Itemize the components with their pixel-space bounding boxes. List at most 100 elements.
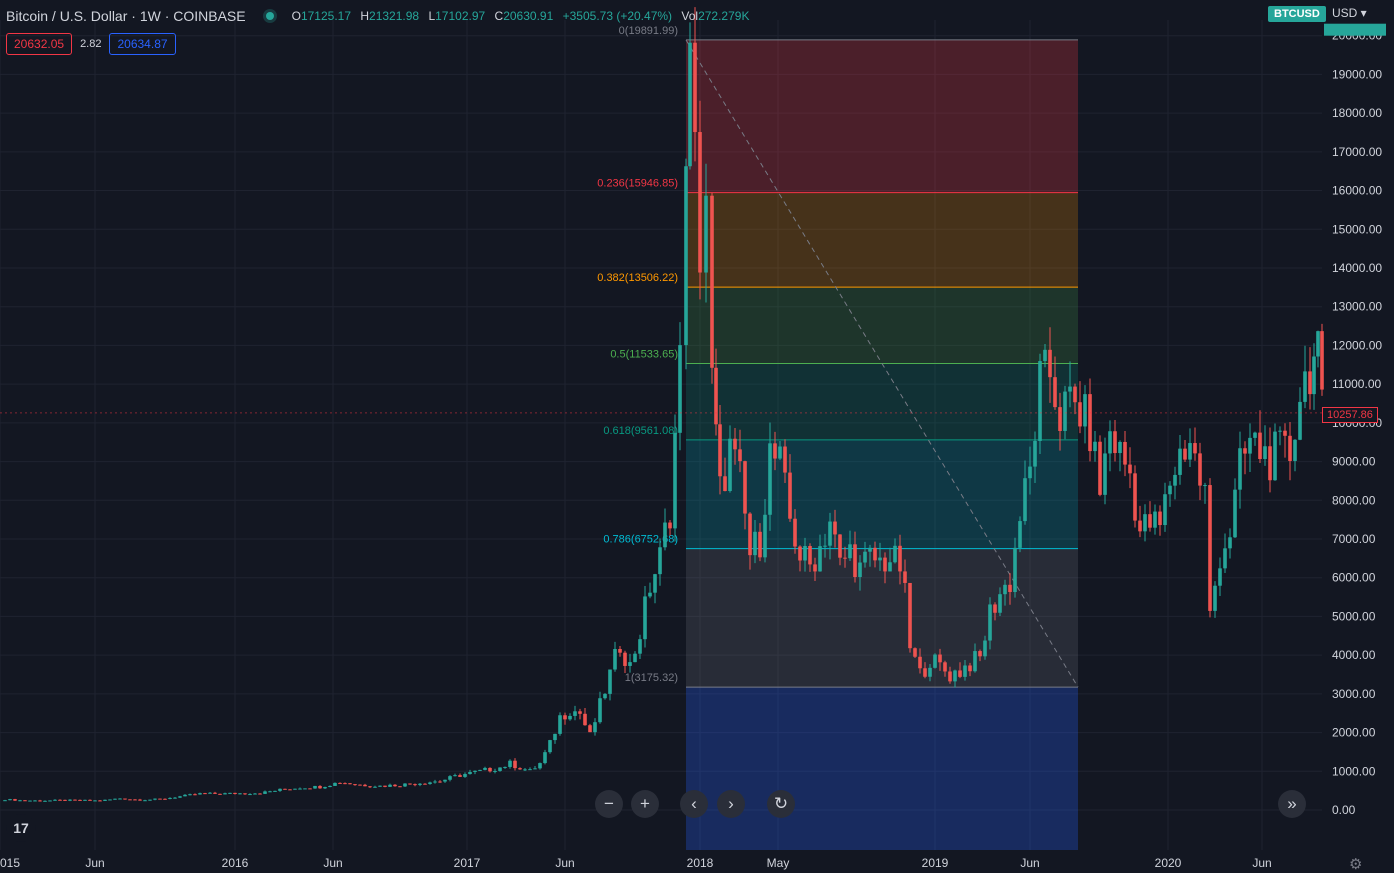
candle-body (108, 799, 112, 801)
buy-button[interactable]: 20634.87 (109, 33, 176, 55)
x-axis-label: 015 (0, 856, 20, 870)
gear-icon[interactable]: ⚙ (1349, 856, 1363, 873)
candle-body (798, 546, 802, 561)
fib-level-label: 0.618(9561.08) (603, 425, 678, 437)
candle-body (28, 800, 32, 802)
candle-body (963, 665, 967, 677)
y-axis-label: 7000.00 (1332, 532, 1376, 546)
candle-body (58, 799, 62, 801)
candle-body (843, 557, 847, 559)
candle-body (458, 775, 462, 777)
market-status-icon (265, 12, 274, 20)
candle-body (1033, 440, 1037, 467)
candle-body (538, 763, 542, 769)
candle-body (433, 781, 437, 783)
ohlc-values: O17125.17 H21321.98 L17102.97 C20630.91 … (292, 9, 756, 23)
candle-body (1053, 377, 1057, 408)
high-label: H (360, 9, 370, 23)
candle-body (1123, 441, 1127, 465)
candle-body (98, 800, 102, 802)
y-axis-label: 15000.00 (1332, 222, 1382, 236)
candle-body (1188, 443, 1192, 460)
candle-body (698, 132, 702, 273)
scroll-to-realtime-button[interactable]: » (1278, 790, 1306, 818)
candle-body (488, 767, 492, 772)
candle-body (1048, 349, 1052, 378)
candle-body (633, 653, 637, 663)
candle-body (1293, 439, 1297, 462)
y-axis-label: 17000.00 (1332, 145, 1382, 159)
spread-value: 2.82 (80, 38, 102, 50)
sell-button[interactable]: 20632.05 (6, 33, 73, 55)
x-axis-label: Jun (555, 856, 574, 870)
fib-level-label: 0.236(15946.85) (597, 178, 678, 190)
candle-body (23, 800, 27, 802)
candle-body (1208, 485, 1212, 611)
chevron-down-icon: ▾ (1357, 6, 1367, 20)
x-axis-label: May (767, 856, 790, 870)
candle-body (448, 776, 452, 780)
open-value: 17125.17 (300, 9, 352, 23)
x-axis-label: Jun (323, 856, 342, 870)
candle-body (568, 715, 572, 720)
zoom-in-button[interactable]: + (631, 790, 659, 818)
candle-body (813, 564, 817, 572)
candle-body (1173, 474, 1177, 486)
candle-body (208, 792, 212, 794)
candle-body (353, 784, 357, 786)
candle-body (1118, 441, 1122, 454)
candle-body (478, 769, 482, 771)
candle-body (733, 438, 737, 450)
candle-body (983, 640, 987, 657)
candle-body (1198, 453, 1202, 486)
candle-body (503, 766, 507, 768)
candle-body (1316, 331, 1320, 357)
candle-body (833, 521, 837, 535)
candle-body (1233, 489, 1237, 538)
candle-body (193, 794, 197, 796)
scroll-right-button[interactable]: › (717, 790, 745, 818)
candle-body (303, 788, 307, 790)
candle-body (1158, 511, 1162, 526)
reset-icon: ↻ (773, 794, 789, 813)
candle-body (858, 562, 862, 578)
candle-body (688, 42, 692, 167)
y-axis-label: 0.00 (1332, 803, 1356, 817)
candle-body (998, 594, 1002, 613)
candle-body (403, 783, 407, 787)
symbol-title[interactable]: Bitcoin / U.S. Dollar · 1W · COINBASE (6, 8, 246, 24)
tradingview-logo[interactable]: 17 (6, 814, 36, 842)
candle-body (1083, 394, 1087, 427)
candle-body (288, 789, 292, 791)
last-price-tag: 10257.86 (1322, 407, 1378, 423)
candle-body (1253, 432, 1257, 438)
candle-body (848, 544, 852, 559)
candle-body (1038, 361, 1042, 441)
volume-value: 272.279K (698, 9, 750, 23)
candle-body (1283, 430, 1287, 436)
candle-body (513, 760, 517, 769)
reset-chart-button[interactable]: ↻ (767, 790, 795, 818)
y-axis-label: 3000.00 (1332, 687, 1376, 701)
scroll-left-button[interactable]: ‹ (680, 790, 708, 818)
candle-body (498, 767, 502, 771)
zoom-out-button[interactable]: − (595, 790, 623, 818)
candle-body (63, 799, 67, 801)
x-axis-label: 2019 (922, 856, 949, 870)
candle-body (248, 794, 252, 796)
candle-body (238, 793, 242, 795)
candle-body (1003, 584, 1007, 595)
candle-body (378, 785, 382, 787)
x-axis-label: 2017 (454, 856, 481, 870)
candle-body (714, 367, 718, 425)
volume-label: Vol (681, 9, 699, 23)
candle-body (1193, 443, 1197, 454)
currency-selector[interactable]: USD ▾ (1332, 6, 1367, 20)
candle-body (278, 788, 282, 791)
candle-body (913, 648, 917, 657)
candle-body (273, 790, 277, 792)
candle-body (1258, 432, 1262, 459)
candle-body (258, 793, 262, 795)
y-axis-label: 11000.00 (1332, 377, 1381, 391)
